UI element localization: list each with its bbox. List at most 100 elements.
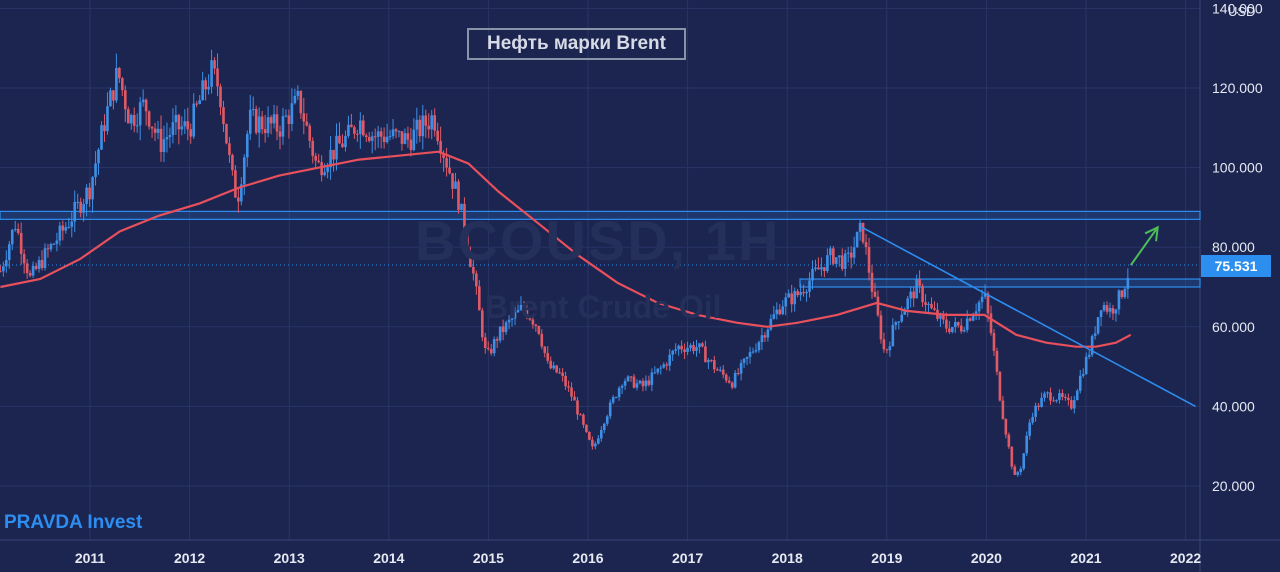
candle bbox=[311, 137, 315, 164]
candle-body bbox=[1078, 375, 1082, 391]
candle-body bbox=[968, 318, 972, 321]
candle bbox=[1034, 402, 1037, 422]
candle-body bbox=[855, 231, 859, 248]
candle bbox=[76, 193, 80, 209]
candle-body bbox=[445, 158, 448, 168]
candle bbox=[879, 310, 883, 344]
candle bbox=[811, 260, 814, 290]
candle-body bbox=[772, 314, 776, 319]
candle-body bbox=[576, 400, 579, 415]
candle bbox=[766, 328, 770, 342]
candle-body bbox=[373, 136, 377, 138]
candle-body bbox=[46, 248, 50, 250]
candle bbox=[394, 127, 398, 139]
candle bbox=[1084, 352, 1088, 376]
candle-body bbox=[790, 293, 793, 305]
candle-body bbox=[605, 416, 609, 424]
candle-body bbox=[314, 155, 317, 161]
candle bbox=[1093, 326, 1097, 340]
candle-body bbox=[135, 125, 139, 127]
candle-body bbox=[58, 225, 62, 241]
candle-body bbox=[40, 260, 44, 268]
candle-body bbox=[549, 360, 553, 369]
y-tick-label: 120.000 bbox=[1212, 80, 1263, 96]
candle-body bbox=[778, 309, 782, 315]
candle bbox=[867, 238, 871, 281]
candle-body bbox=[112, 90, 115, 101]
support-zone-lower bbox=[799, 278, 1201, 288]
candle-body bbox=[34, 266, 38, 269]
candle bbox=[85, 184, 88, 217]
candle-body bbox=[1010, 446, 1014, 467]
candle-body bbox=[540, 333, 544, 347]
candle bbox=[537, 325, 541, 336]
candle-body bbox=[5, 259, 8, 267]
candle bbox=[968, 317, 972, 322]
candle-body bbox=[650, 372, 654, 385]
candle-body bbox=[507, 319, 511, 323]
candle-body bbox=[1090, 335, 1094, 355]
candle-body bbox=[849, 252, 853, 258]
candle-body bbox=[1013, 466, 1017, 475]
candle-body bbox=[379, 131, 383, 137]
candle bbox=[1049, 387, 1052, 405]
candle bbox=[576, 396, 579, 420]
candle bbox=[543, 346, 547, 358]
candle bbox=[698, 343, 701, 354]
candle bbox=[109, 87, 112, 107]
candle bbox=[1001, 395, 1005, 420]
candle-body bbox=[769, 318, 773, 330]
candle bbox=[132, 107, 136, 133]
candle bbox=[240, 177, 243, 206]
y-axis-labels: 20.000 40.000 60.000 80.000 100.000 120.000 14… bbox=[1212, 0, 1263, 494]
candle bbox=[909, 286, 912, 308]
candle-body bbox=[614, 397, 618, 399]
candle bbox=[858, 219, 862, 241]
candle bbox=[195, 100, 199, 108]
candle bbox=[25, 259, 29, 279]
candle bbox=[1123, 287, 1127, 299]
candle bbox=[1058, 389, 1061, 404]
candle-body bbox=[388, 136, 392, 138]
candle bbox=[106, 92, 109, 135]
candle bbox=[344, 130, 347, 152]
candle bbox=[599, 426, 603, 442]
candle-body bbox=[234, 170, 237, 198]
candle bbox=[254, 105, 258, 135]
candle bbox=[718, 366, 722, 373]
candle bbox=[436, 122, 439, 145]
candle bbox=[1025, 431, 1028, 457]
candle bbox=[192, 93, 196, 140]
candle bbox=[347, 115, 350, 139]
candle bbox=[817, 257, 820, 270]
candle bbox=[1081, 368, 1085, 378]
candle-body bbox=[469, 251, 472, 268]
candle bbox=[837, 255, 841, 267]
candle bbox=[302, 97, 306, 135]
candle bbox=[808, 272, 811, 298]
x-tick-label: 2020 bbox=[971, 550, 1002, 566]
candle-body bbox=[1031, 416, 1034, 423]
candle bbox=[888, 341, 892, 357]
candle bbox=[61, 220, 65, 241]
candle-body bbox=[180, 126, 184, 130]
candle-body bbox=[945, 319, 948, 329]
candle-body bbox=[531, 319, 535, 325]
candle bbox=[585, 424, 588, 433]
candle bbox=[308, 123, 312, 149]
candle-body bbox=[367, 137, 371, 141]
candle bbox=[546, 346, 550, 364]
candle-body bbox=[1102, 305, 1106, 311]
candle-body bbox=[552, 365, 555, 369]
candle-body bbox=[400, 131, 404, 144]
candle-body bbox=[597, 438, 600, 444]
candle bbox=[269, 115, 273, 135]
candle-body bbox=[861, 222, 865, 243]
candle-body bbox=[421, 115, 425, 137]
candle-body bbox=[1061, 393, 1064, 398]
x-tick-label: 2022 bbox=[1170, 550, 1201, 566]
candle-body bbox=[829, 248, 832, 256]
candle bbox=[912, 286, 915, 307]
candle-body bbox=[873, 291, 877, 297]
